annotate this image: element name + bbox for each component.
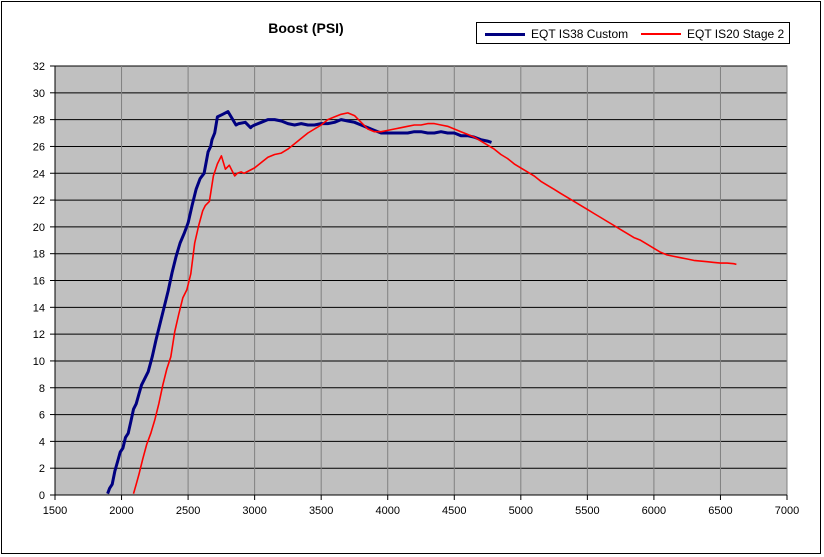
series-line-1 [106,110,492,495]
y-tick-label: 6 [39,410,45,422]
y-tick-label: 26 [33,141,45,153]
legend-item-series-1: EQT IS38 Custom [485,26,628,42]
x-tick-label: 5000 [509,505,533,517]
y-tick-label: 20 [33,222,45,234]
legend-swatch-series-2 [641,33,681,35]
chart-title: Boost (PSI) [268,20,344,36]
legend-swatch-series-1 [485,32,525,36]
legend-label-series-2: EQT IS20 Stage 2 [687,27,785,41]
x-tick-label: 6500 [708,505,732,517]
x-tick-label: 7000 [775,505,799,517]
y-tick-label: 30 [33,88,45,100]
y-tick-label: 24 [33,168,45,180]
x-tick-label: 5500 [575,505,599,517]
y-tick-label: 12 [33,329,45,341]
y-tick-label: 18 [33,249,45,261]
y-tick-label: 22 [33,195,45,207]
legend-item-series-2: EQT IS20 Stage 2 [641,26,784,42]
gridlines [54,65,788,496]
series-layer [106,110,737,495]
y-tick-label: 0 [39,490,45,502]
x-tick-labels: 1500 2000 2500 3000 3500 4000 4500 5000 5500 6000… [43,505,799,517]
legend: EQT IS38 Custom EQT IS20 Stage 2 [476,22,790,44]
y-tick-label: 4 [39,436,45,448]
y-tick-label: 16 [33,276,45,288]
y-tick-label: 14 [33,302,45,314]
x-tick-label: 2000 [109,505,133,517]
x-tick-label: 4500 [442,505,466,517]
y-tick-label: 10 [33,356,45,368]
x-tick-label: 6000 [642,505,666,517]
legend-label-series-1: EQT IS38 Custom [531,27,629,41]
y-tick-label: 2 [39,463,45,475]
series-line-2 [132,112,737,494]
x-tick-label: 4000 [375,505,399,517]
y-tick-label: 32 [33,61,45,73]
x-tick-label: 1500 [43,505,67,517]
axes [50,65,788,500]
x-tick-label: 3000 [242,505,266,517]
y-tick-label: 8 [39,383,45,395]
x-tick-label: 3500 [309,505,333,517]
y-tick-label: 28 [33,115,45,127]
x-tick-label: 2500 [176,505,200,517]
